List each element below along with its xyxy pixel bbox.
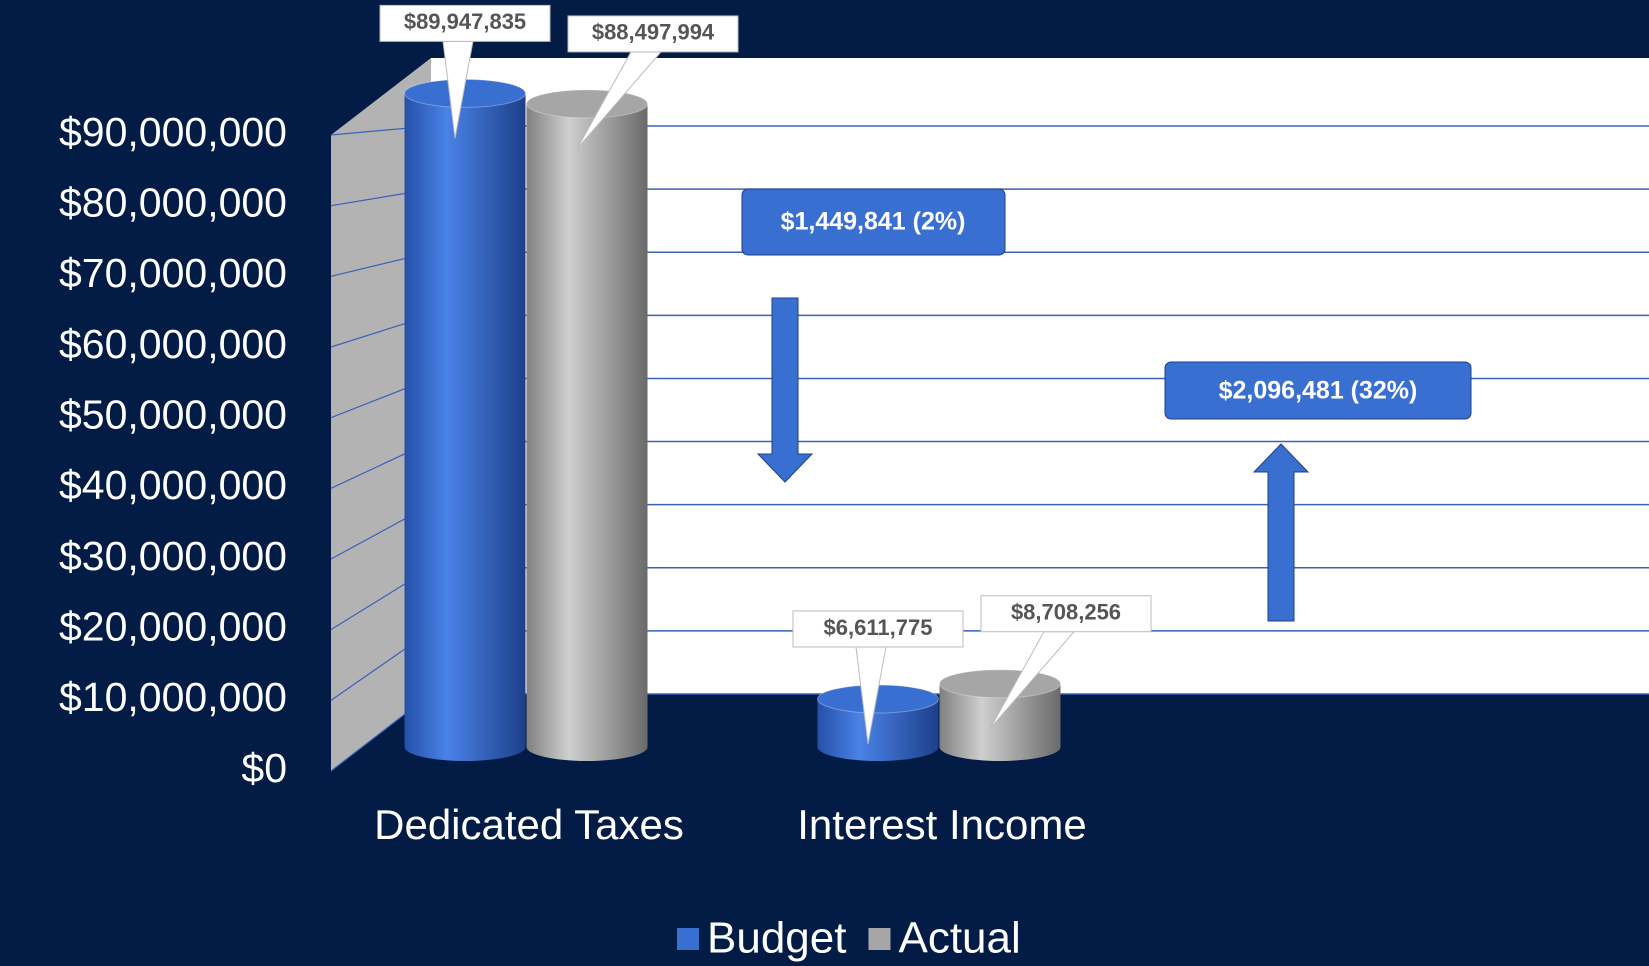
annotation: $2,096,481 (32%) — [1219, 377, 1418, 405]
annotation: $1,449,841 (2%) — [781, 208, 966, 236]
bar-top — [939, 669, 1061, 699]
value-label: $6,611,775 — [824, 615, 933, 640]
bar-body — [526, 103, 648, 748]
callout-box — [567, 15, 739, 53]
y-tick-label: $80,000,000 — [59, 179, 287, 225]
y-tick-label: $40,000,000 — [59, 462, 287, 508]
legend-swatch — [677, 928, 699, 950]
legend-label: Actual — [898, 914, 1020, 963]
annotation-box — [741, 188, 1006, 256]
callout-box — [792, 610, 964, 648]
y-tick-label: $30,000,000 — [59, 533, 287, 579]
bar-bottom — [526, 733, 648, 761]
annotations: $1,449,841 (2%) $2,096,481 (32%) — [741, 188, 1472, 622]
y-tick-label: $60,000,000 — [59, 321, 287, 367]
down-arrow — [756, 297, 814, 483]
bar-bottom — [939, 733, 1061, 761]
value-label: $88,497,994 — [592, 20, 715, 45]
annotation-box — [1164, 361, 1472, 420]
callout-box — [379, 4, 551, 42]
bar-bottom — [404, 733, 526, 761]
y-tick-label: $20,000,000 — [59, 603, 287, 649]
legend-label: Budget — [707, 914, 846, 963]
x-tick-label: Interest Income — [797, 801, 1086, 848]
bar — [526, 89, 648, 761]
bar — [817, 684, 939, 761]
callout-box — [980, 595, 1152, 633]
legend-swatch — [868, 928, 891, 950]
bar-bottom — [817, 733, 939, 761]
bar — [404, 78, 526, 761]
bar-top — [526, 89, 648, 119]
x-tick-label: Dedicated Taxes — [374, 801, 684, 848]
bar-body — [404, 93, 526, 747]
up-arrow — [1252, 443, 1310, 622]
y-tick-label: $0 — [241, 745, 287, 791]
value-label: $8,708,256 — [1011, 600, 1121, 625]
value-label: $89,947,835 — [404, 9, 526, 34]
y-tick-label: $70,000,000 — [59, 250, 287, 296]
y-tick-label: $10,000,000 — [59, 674, 287, 720]
y-tick-label: $50,000,000 — [59, 391, 287, 437]
y-tick-label: $90,000,000 — [59, 109, 287, 155]
